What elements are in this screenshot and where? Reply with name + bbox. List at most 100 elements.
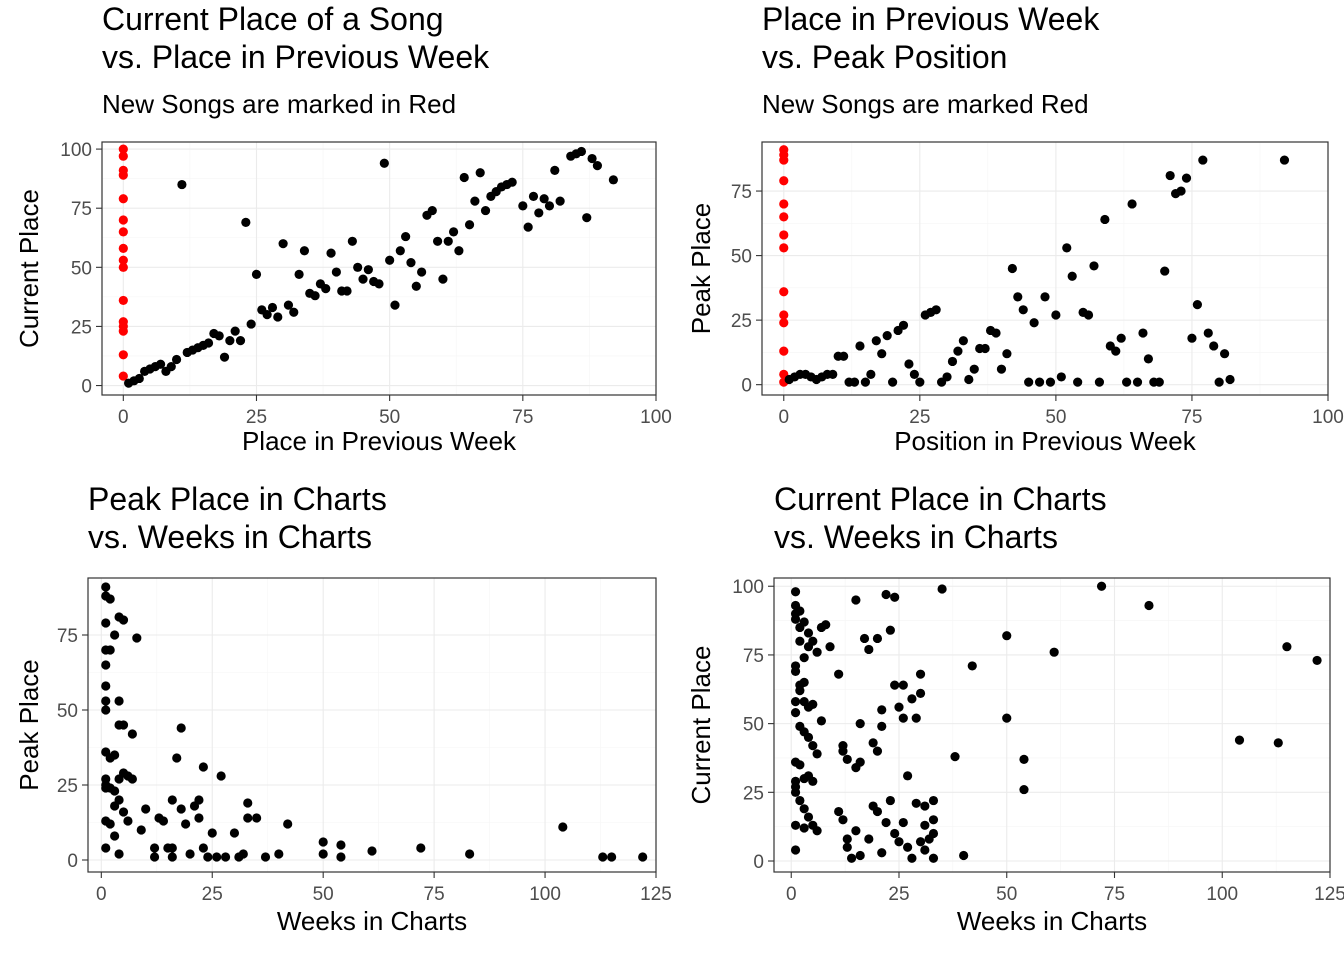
data-point bbox=[842, 842, 852, 852]
data-point bbox=[1100, 214, 1110, 225]
y-tick-label: 25 bbox=[57, 776, 78, 797]
data-point bbox=[991, 328, 1001, 338]
data-point bbox=[101, 618, 111, 628]
data-point bbox=[132, 633, 142, 643]
data-point bbox=[299, 246, 310, 256]
data-point bbox=[167, 852, 177, 862]
x-axis-title: Position in Previous Week bbox=[894, 426, 1197, 456]
y-tick-label: 0 bbox=[67, 851, 78, 872]
data-point bbox=[894, 702, 904, 712]
data-point bbox=[177, 179, 187, 190]
data-point bbox=[903, 842, 913, 852]
y-tick-label: 75 bbox=[743, 646, 764, 667]
chart-title-line: Place in Previous Week bbox=[762, 1, 1100, 37]
data-point bbox=[915, 688, 926, 699]
data-point bbox=[790, 587, 801, 597]
data-point bbox=[812, 826, 822, 836]
data-point bbox=[110, 831, 120, 841]
data-point bbox=[851, 826, 861, 836]
data-point bbox=[1096, 581, 1107, 591]
data-point bbox=[101, 681, 111, 691]
data-point bbox=[118, 194, 128, 204]
data-point bbox=[903, 771, 913, 781]
data-point bbox=[230, 326, 240, 336]
data-point bbox=[194, 795, 204, 805]
data-point bbox=[229, 828, 240, 838]
data-point bbox=[219, 352, 230, 362]
data-point bbox=[1040, 292, 1050, 302]
data-point bbox=[1002, 713, 1012, 723]
data-point bbox=[795, 686, 805, 696]
data-point bbox=[203, 338, 214, 348]
data-point bbox=[907, 853, 917, 863]
data-point bbox=[868, 738, 878, 748]
data-point bbox=[149, 843, 160, 853]
data-point bbox=[808, 776, 818, 786]
data-point bbox=[238, 849, 248, 859]
chart-subtitle: New Songs are marked in Red bbox=[102, 89, 456, 119]
data-point bbox=[872, 746, 883, 756]
data-point bbox=[123, 816, 133, 826]
y-tick-label: 0 bbox=[81, 377, 92, 398]
data-point bbox=[890, 592, 900, 602]
data-point bbox=[427, 205, 437, 216]
data-point bbox=[1214, 377, 1224, 387]
data-point bbox=[996, 364, 1007, 374]
data-point bbox=[448, 227, 459, 237]
data-point bbox=[1062, 243, 1072, 253]
data-point bbox=[920, 845, 930, 855]
data-point bbox=[1138, 328, 1148, 338]
data-point bbox=[812, 749, 822, 759]
data-point bbox=[904, 359, 914, 369]
data-point bbox=[598, 852, 608, 862]
data-point bbox=[136, 825, 146, 835]
data-point bbox=[1312, 655, 1322, 666]
data-point bbox=[331, 267, 341, 277]
data-point bbox=[1067, 271, 1077, 281]
data-point bbox=[207, 828, 217, 838]
data-point bbox=[890, 828, 900, 839]
x-tick-label: 50 bbox=[996, 884, 1017, 905]
data-point bbox=[283, 300, 294, 310]
data-point bbox=[779, 199, 789, 209]
data-point bbox=[101, 705, 111, 715]
data-point bbox=[779, 310, 789, 320]
data-point bbox=[864, 834, 874, 844]
data-point bbox=[808, 699, 818, 709]
data-point bbox=[1122, 377, 1132, 387]
x-tick-label: 25 bbox=[246, 407, 267, 428]
data-point bbox=[860, 377, 871, 387]
x-axis-title: Place in Previous Week bbox=[242, 426, 517, 456]
data-point bbox=[928, 795, 939, 806]
data-point bbox=[294, 269, 304, 280]
data-point bbox=[390, 300, 400, 310]
data-point bbox=[235, 336, 246, 346]
data-point bbox=[1018, 305, 1028, 315]
data-point bbox=[915, 669, 926, 679]
data-point bbox=[273, 312, 283, 322]
data-point bbox=[855, 850, 865, 861]
data-point bbox=[928, 815, 939, 825]
data-point bbox=[379, 158, 389, 168]
data-point bbox=[347, 236, 357, 246]
panel-border bbox=[87, 577, 657, 873]
data-point bbox=[118, 262, 128, 272]
data-point bbox=[890, 680, 900, 690]
data-point bbox=[964, 374, 974, 385]
data-point bbox=[779, 212, 789, 222]
data-point bbox=[790, 845, 801, 855]
data-point bbox=[1007, 263, 1017, 274]
data-point bbox=[1279, 155, 1290, 165]
data-point bbox=[216, 771, 226, 781]
data-point bbox=[1029, 318, 1039, 328]
data-point bbox=[779, 176, 789, 186]
data-point bbox=[799, 653, 809, 663]
data-point bbox=[877, 349, 887, 359]
data-point bbox=[118, 255, 128, 265]
data-point bbox=[246, 319, 256, 329]
data-point bbox=[176, 804, 186, 814]
data-point bbox=[1143, 354, 1154, 364]
data-point bbox=[931, 305, 941, 315]
x-axis-title: Weeks in Charts bbox=[277, 906, 467, 936]
data-point bbox=[438, 274, 448, 284]
